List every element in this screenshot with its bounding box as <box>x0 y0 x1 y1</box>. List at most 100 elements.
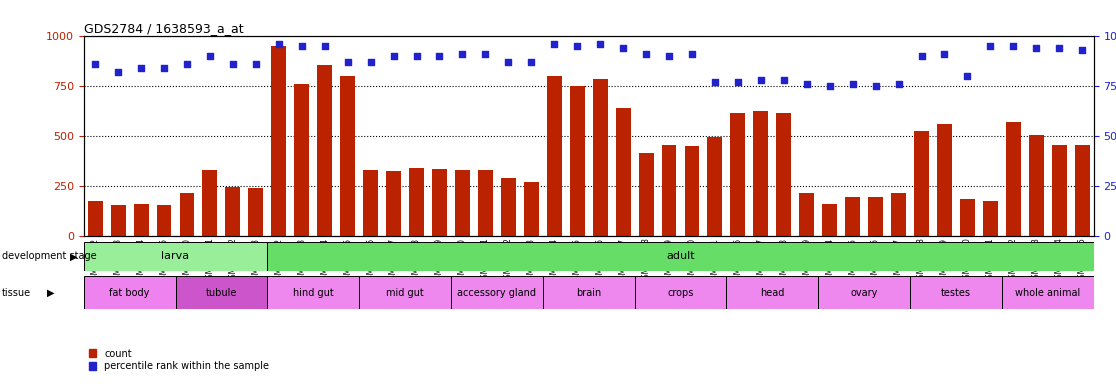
Bar <box>753 111 768 236</box>
Text: tissue: tissue <box>2 288 31 298</box>
Point <box>292 43 310 50</box>
Bar <box>501 178 516 236</box>
Bar <box>822 204 837 236</box>
Point <box>775 77 792 83</box>
Bar <box>271 46 287 236</box>
Point <box>614 45 632 51</box>
Text: adult: adult <box>666 251 695 262</box>
Bar <box>727 276 818 309</box>
Bar <box>914 131 929 236</box>
Bar <box>268 276 359 309</box>
Point <box>844 81 862 88</box>
Point <box>453 51 471 58</box>
Bar <box>1006 122 1021 236</box>
Bar <box>340 76 355 236</box>
Point <box>568 43 586 50</box>
Text: development stage: development stage <box>2 251 97 262</box>
Bar <box>386 171 401 236</box>
Bar <box>593 79 607 236</box>
Point <box>889 81 907 88</box>
Point <box>637 51 655 58</box>
Bar <box>635 276 727 309</box>
Bar <box>845 197 860 236</box>
Point <box>201 53 219 60</box>
Bar <box>1002 276 1094 309</box>
Point <box>109 70 127 76</box>
Text: head: head <box>760 288 785 298</box>
Point <box>500 60 518 66</box>
Point <box>1028 45 1046 51</box>
Point <box>591 41 609 48</box>
Bar <box>1075 145 1089 236</box>
Bar <box>410 168 424 236</box>
Point <box>1004 43 1022 50</box>
Text: hind gut: hind gut <box>292 288 334 298</box>
Bar <box>84 276 175 309</box>
Point <box>385 53 403 60</box>
Point <box>683 51 701 58</box>
Bar <box>818 276 910 309</box>
Bar <box>799 193 815 236</box>
Text: GDS2784 / 1638593_a_at: GDS2784 / 1638593_a_at <box>84 22 243 35</box>
Point <box>913 53 931 60</box>
Text: larva: larva <box>162 251 190 262</box>
Bar <box>295 84 309 236</box>
Point <box>316 43 334 50</box>
Point <box>132 65 150 71</box>
Point <box>706 79 724 86</box>
Bar <box>175 276 268 309</box>
Bar <box>455 170 470 236</box>
Bar <box>134 204 148 236</box>
Bar <box>249 188 263 236</box>
Legend: count, percentile rank within the sample: count, percentile rank within the sample <box>88 349 269 371</box>
Point <box>729 79 747 86</box>
Bar <box>891 193 906 236</box>
Bar <box>317 65 333 236</box>
Bar <box>363 170 378 236</box>
Point <box>362 60 379 66</box>
Point <box>155 65 173 71</box>
Bar <box>547 76 561 236</box>
Point <box>179 61 196 68</box>
Bar <box>638 153 654 236</box>
Bar <box>359 276 451 309</box>
Point <box>1074 47 1091 53</box>
Bar <box>202 170 218 236</box>
Text: fat body: fat body <box>109 288 150 298</box>
Text: ▶: ▶ <box>70 251 78 262</box>
Point <box>224 61 242 68</box>
Point <box>407 53 425 60</box>
Bar <box>910 276 1002 309</box>
Bar <box>542 276 635 309</box>
Point <box>1050 45 1068 51</box>
Bar <box>868 197 883 236</box>
Point <box>431 53 449 60</box>
Point <box>247 61 264 68</box>
Bar <box>616 108 631 236</box>
Point <box>660 53 677 60</box>
Bar <box>268 242 1094 271</box>
Point <box>867 83 885 89</box>
Bar <box>156 205 172 236</box>
Bar <box>662 145 676 236</box>
Text: mid gut: mid gut <box>386 288 424 298</box>
Point <box>798 81 816 88</box>
Bar <box>225 187 240 236</box>
Text: whole animal: whole animal <box>1016 288 1080 298</box>
Bar <box>960 199 975 236</box>
Bar <box>88 201 103 236</box>
Bar <box>937 124 952 236</box>
Point <box>935 51 953 58</box>
Point <box>86 61 104 68</box>
Bar <box>432 169 446 236</box>
Text: testes: testes <box>941 288 971 298</box>
Text: tubule: tubule <box>205 288 237 298</box>
Bar <box>180 193 194 236</box>
Point <box>981 43 999 50</box>
Bar <box>684 146 700 236</box>
Bar <box>777 113 791 236</box>
Bar <box>983 201 998 236</box>
Bar <box>478 170 493 236</box>
Point <box>522 60 540 66</box>
Bar <box>708 137 722 236</box>
